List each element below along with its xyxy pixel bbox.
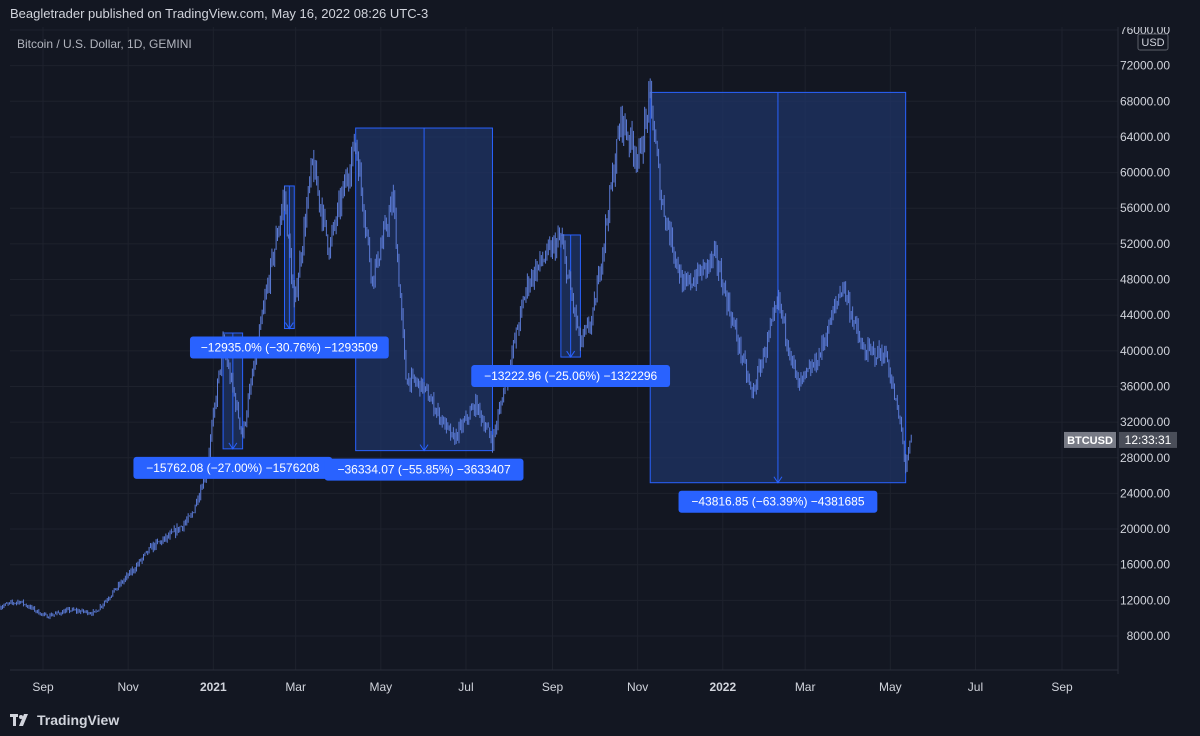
- measure-label-bg: [133, 456, 333, 479]
- measure-arrow-head: [566, 350, 576, 358]
- price-tick-label: 8000.00: [1127, 629, 1171, 643]
- symbol-badge: BTCUSD: [1067, 435, 1113, 447]
- price-tick-label: 40000.00: [1120, 344, 1170, 358]
- measure-label-bg: [678, 490, 878, 513]
- measure-label-bg: [189, 336, 389, 359]
- price-tick-label: 48000.00: [1120, 273, 1170, 287]
- price-tick-label: 52000.00: [1120, 237, 1170, 251]
- date-tick-label: Jul: [968, 680, 983, 694]
- price-tick-label: 64000.00: [1120, 130, 1170, 144]
- candles: [0, 78, 912, 620]
- date-tick-label: Mar: [285, 680, 306, 694]
- measure-arrow-head: [773, 476, 783, 484]
- time-badge: 12:33:31: [1125, 433, 1172, 447]
- date-tick-label: 2022: [709, 680, 736, 694]
- chart-title: Bitcoin / U.S. Dollar, 1D, GEMINI: [17, 37, 192, 51]
- time-badge-bg: [1119, 431, 1177, 448]
- price-tick-label: 68000.00: [1120, 94, 1170, 108]
- measure-label: −36334.07 (−55.85%) −3633407: [337, 463, 510, 477]
- footer: TradingView: [0, 704, 1200, 736]
- axes: 76000.0072000.0068000.0064000.0060000.00…: [10, 23, 1177, 694]
- measure-label: −43816.85 (−63.39%) −4381685: [691, 495, 864, 509]
- tradingview-logo-icon: [10, 714, 28, 726]
- measure-label: −13222.96 (−25.06%) −1322296: [484, 369, 657, 383]
- publish-line: Beagletrader published on TradingView.co…: [10, 6, 429, 21]
- price-tick-label: 72000.00: [1120, 59, 1170, 73]
- price-tick-label: 20000.00: [1120, 522, 1170, 536]
- measure-arrow-head: [419, 444, 429, 452]
- measure-boxes: [222, 91, 907, 484]
- price-tick-label: 16000.00: [1120, 558, 1170, 572]
- price-tick-label: 28000.00: [1120, 451, 1170, 465]
- date-tick-label: Sep: [32, 680, 54, 694]
- measure-arrow-head: [228, 442, 238, 450]
- measure-labels: −15762.08 (−27.00%) −1576208 −12935.0% (−…: [133, 336, 878, 513]
- date-tick-label: Nov: [627, 680, 648, 694]
- measure-label: −12935.0% (−30.76%) −1293509: [201, 341, 378, 355]
- date-tick-label: Mar: [795, 680, 816, 694]
- brand-text: TradingView: [37, 712, 120, 728]
- measure-label: −15762.08 (−27.00%) −1576208: [146, 461, 319, 475]
- price-tick-label: 60000.00: [1120, 166, 1170, 180]
- price-tick-label: 36000.00: [1120, 379, 1170, 393]
- date-tick-label: Nov: [117, 680, 138, 694]
- price-tick-label: 44000.00: [1120, 308, 1170, 322]
- date-tick-label: 2021: [200, 680, 227, 694]
- price-tick-label: 32000.00: [1120, 415, 1170, 429]
- date-tick-label: May: [369, 680, 392, 694]
- price-tick-label: 12000.00: [1120, 593, 1170, 607]
- date-tick-label: Jul: [458, 680, 473, 694]
- price-tick-label: 24000.00: [1120, 486, 1170, 500]
- date-tick-label: Sep: [1051, 680, 1073, 694]
- symbol-badge-bg: [1064, 431, 1116, 448]
- price-tick-label: 56000.00: [1120, 201, 1170, 215]
- date-tick-label: May: [879, 680, 902, 694]
- date-tick-label: Sep: [542, 680, 564, 694]
- measure-label-bg: [471, 365, 671, 388]
- measure-arrow-head: [284, 322, 294, 330]
- currency-tag-frame[interactable]: [1137, 33, 1169, 51]
- tradingview-logo[interactable]: TradingView: [10, 712, 119, 728]
- publish-header: Beagletrader published on TradingView.co…: [0, 0, 1200, 27]
- currency-tag[interactable]: USD: [1141, 37, 1164, 49]
- measure-label-bg: [324, 458, 524, 481]
